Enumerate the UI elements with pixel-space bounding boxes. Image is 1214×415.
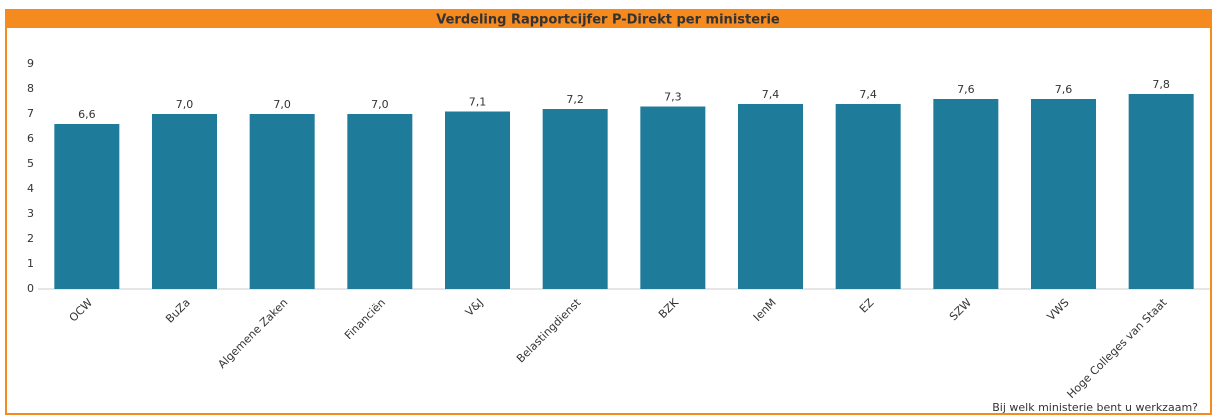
chart-title: Verdeling Rapportcijfer P-Direkt per min…	[436, 13, 780, 28]
bar	[1128, 94, 1194, 289]
bar	[835, 104, 901, 289]
bar	[738, 104, 803, 289]
data-label: 7,0	[176, 98, 194, 111]
x-axis-label: Bij welk ministerie bent u werkzaam?	[992, 401, 1198, 414]
data-label: 6,6	[78, 108, 96, 121]
bar	[249, 114, 315, 289]
bar	[54, 124, 120, 289]
y-tick-label: 5	[27, 157, 34, 170]
data-label: 7,4	[762, 88, 780, 101]
y-tick-label: 6	[27, 132, 34, 145]
bar	[542, 109, 608, 289]
data-label: 7,6	[1055, 83, 1073, 96]
data-label: 7,0	[371, 98, 389, 111]
data-label: 7,6	[957, 83, 975, 96]
data-label: 7,1	[469, 96, 487, 109]
y-tick-label: 3	[27, 207, 34, 220]
data-label: 7,3	[664, 91, 682, 104]
bar	[152, 114, 217, 289]
y-tick-label: 4	[27, 182, 34, 195]
bar	[1031, 99, 1096, 289]
bar	[347, 114, 413, 289]
data-label: 7,2	[566, 93, 584, 106]
title-bar	[6, 10, 1211, 28]
y-tick-label: 7	[27, 107, 34, 120]
y-tick-label: 9	[27, 57, 34, 70]
bar	[445, 111, 510, 289]
y-tick-label: 1	[27, 257, 34, 270]
bar	[933, 99, 999, 289]
data-label: 7,0	[273, 98, 291, 111]
y-tick-label: 8	[27, 82, 34, 95]
data-label: 7,8	[1152, 78, 1170, 91]
y-tick-label: 0	[27, 282, 34, 295]
y-tick-label: 2	[27, 232, 34, 245]
data-label: 7,4	[859, 88, 877, 101]
bar	[640, 106, 706, 289]
